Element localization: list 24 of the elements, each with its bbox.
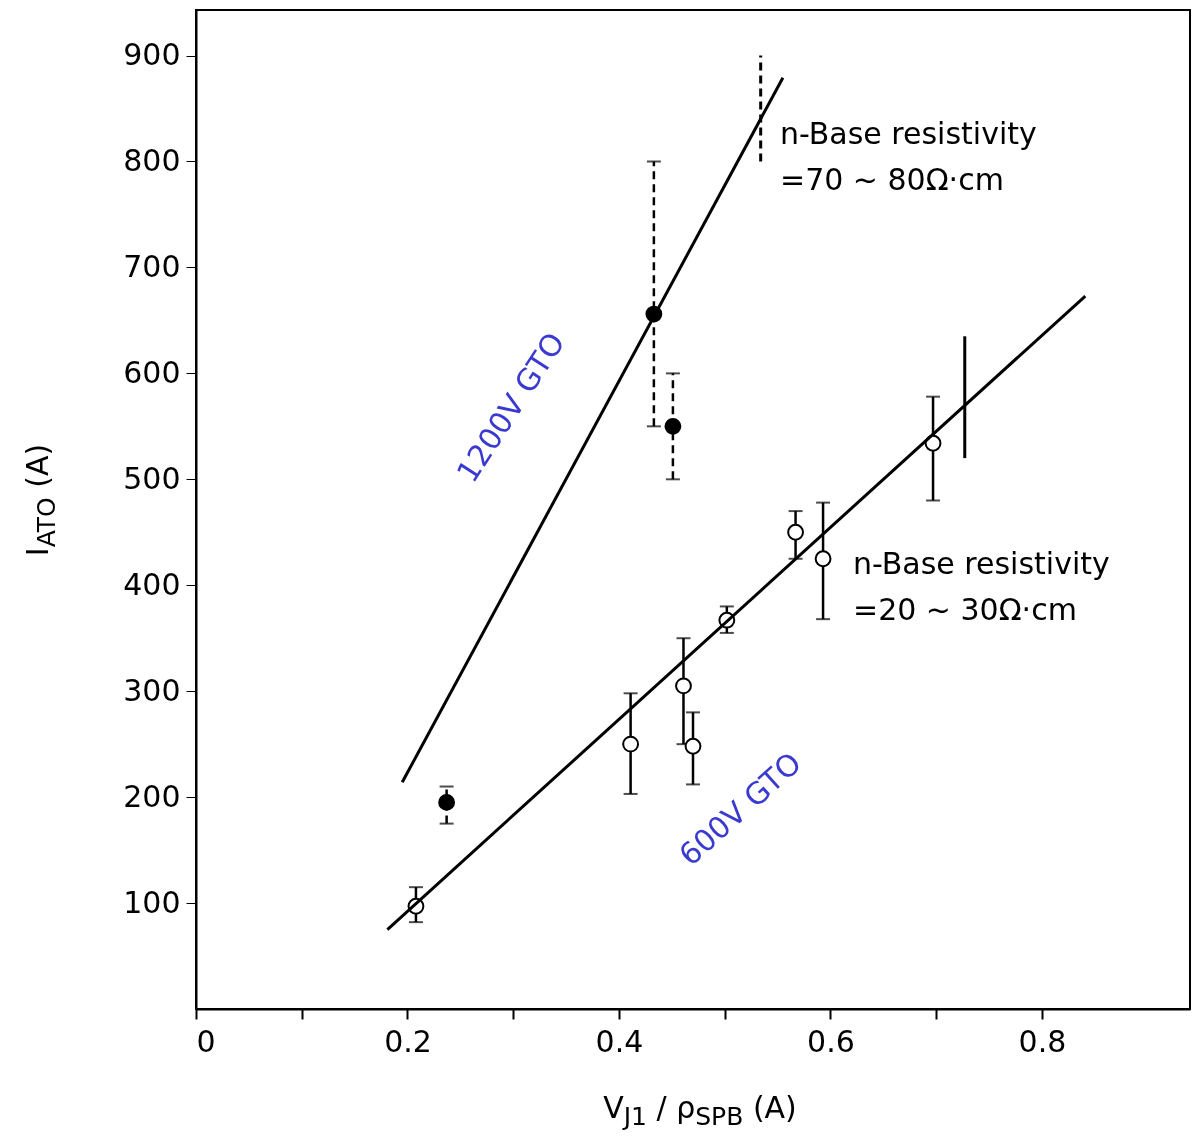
point bbox=[664, 417, 682, 435]
y-tick-label: 400 bbox=[123, 566, 181, 602]
annotation: n-Base resistivity =70 ~ 80Ω·cm bbox=[780, 116, 1037, 197]
y-tick-label: 500 bbox=[123, 460, 181, 496]
y-tick-label: 800 bbox=[123, 142, 181, 178]
y-tick-label: 300 bbox=[123, 672, 181, 708]
annotation: n-Base resistivity =20 ~ 30Ω·cm bbox=[853, 546, 1110, 627]
point bbox=[675, 677, 692, 695]
x-tick-label: 0 bbox=[196, 1023, 216, 1059]
point bbox=[684, 737, 702, 755]
y-tick-label: 600 bbox=[123, 354, 181, 390]
y-tick-label: 900 bbox=[123, 37, 181, 73]
point bbox=[814, 550, 832, 568]
point bbox=[438, 794, 456, 811]
y-tick-label: 200 bbox=[123, 778, 181, 814]
x-axis-title: V$_{J1}$ / ρ$_{SPB}$ (A) bbox=[603, 1089, 797, 1131]
y-tick-label: 700 bbox=[123, 248, 181, 284]
point bbox=[622, 735, 640, 753]
x-tick-label: 0.2 bbox=[384, 1023, 432, 1059]
x-tick-label: 0.6 bbox=[807, 1023, 855, 1059]
point bbox=[787, 523, 804, 541]
x-tick-label: 0.8 bbox=[1018, 1023, 1067, 1059]
y-tick-label: 100 bbox=[123, 884, 181, 920]
x-tick-label: 0.4 bbox=[595, 1023, 644, 1059]
